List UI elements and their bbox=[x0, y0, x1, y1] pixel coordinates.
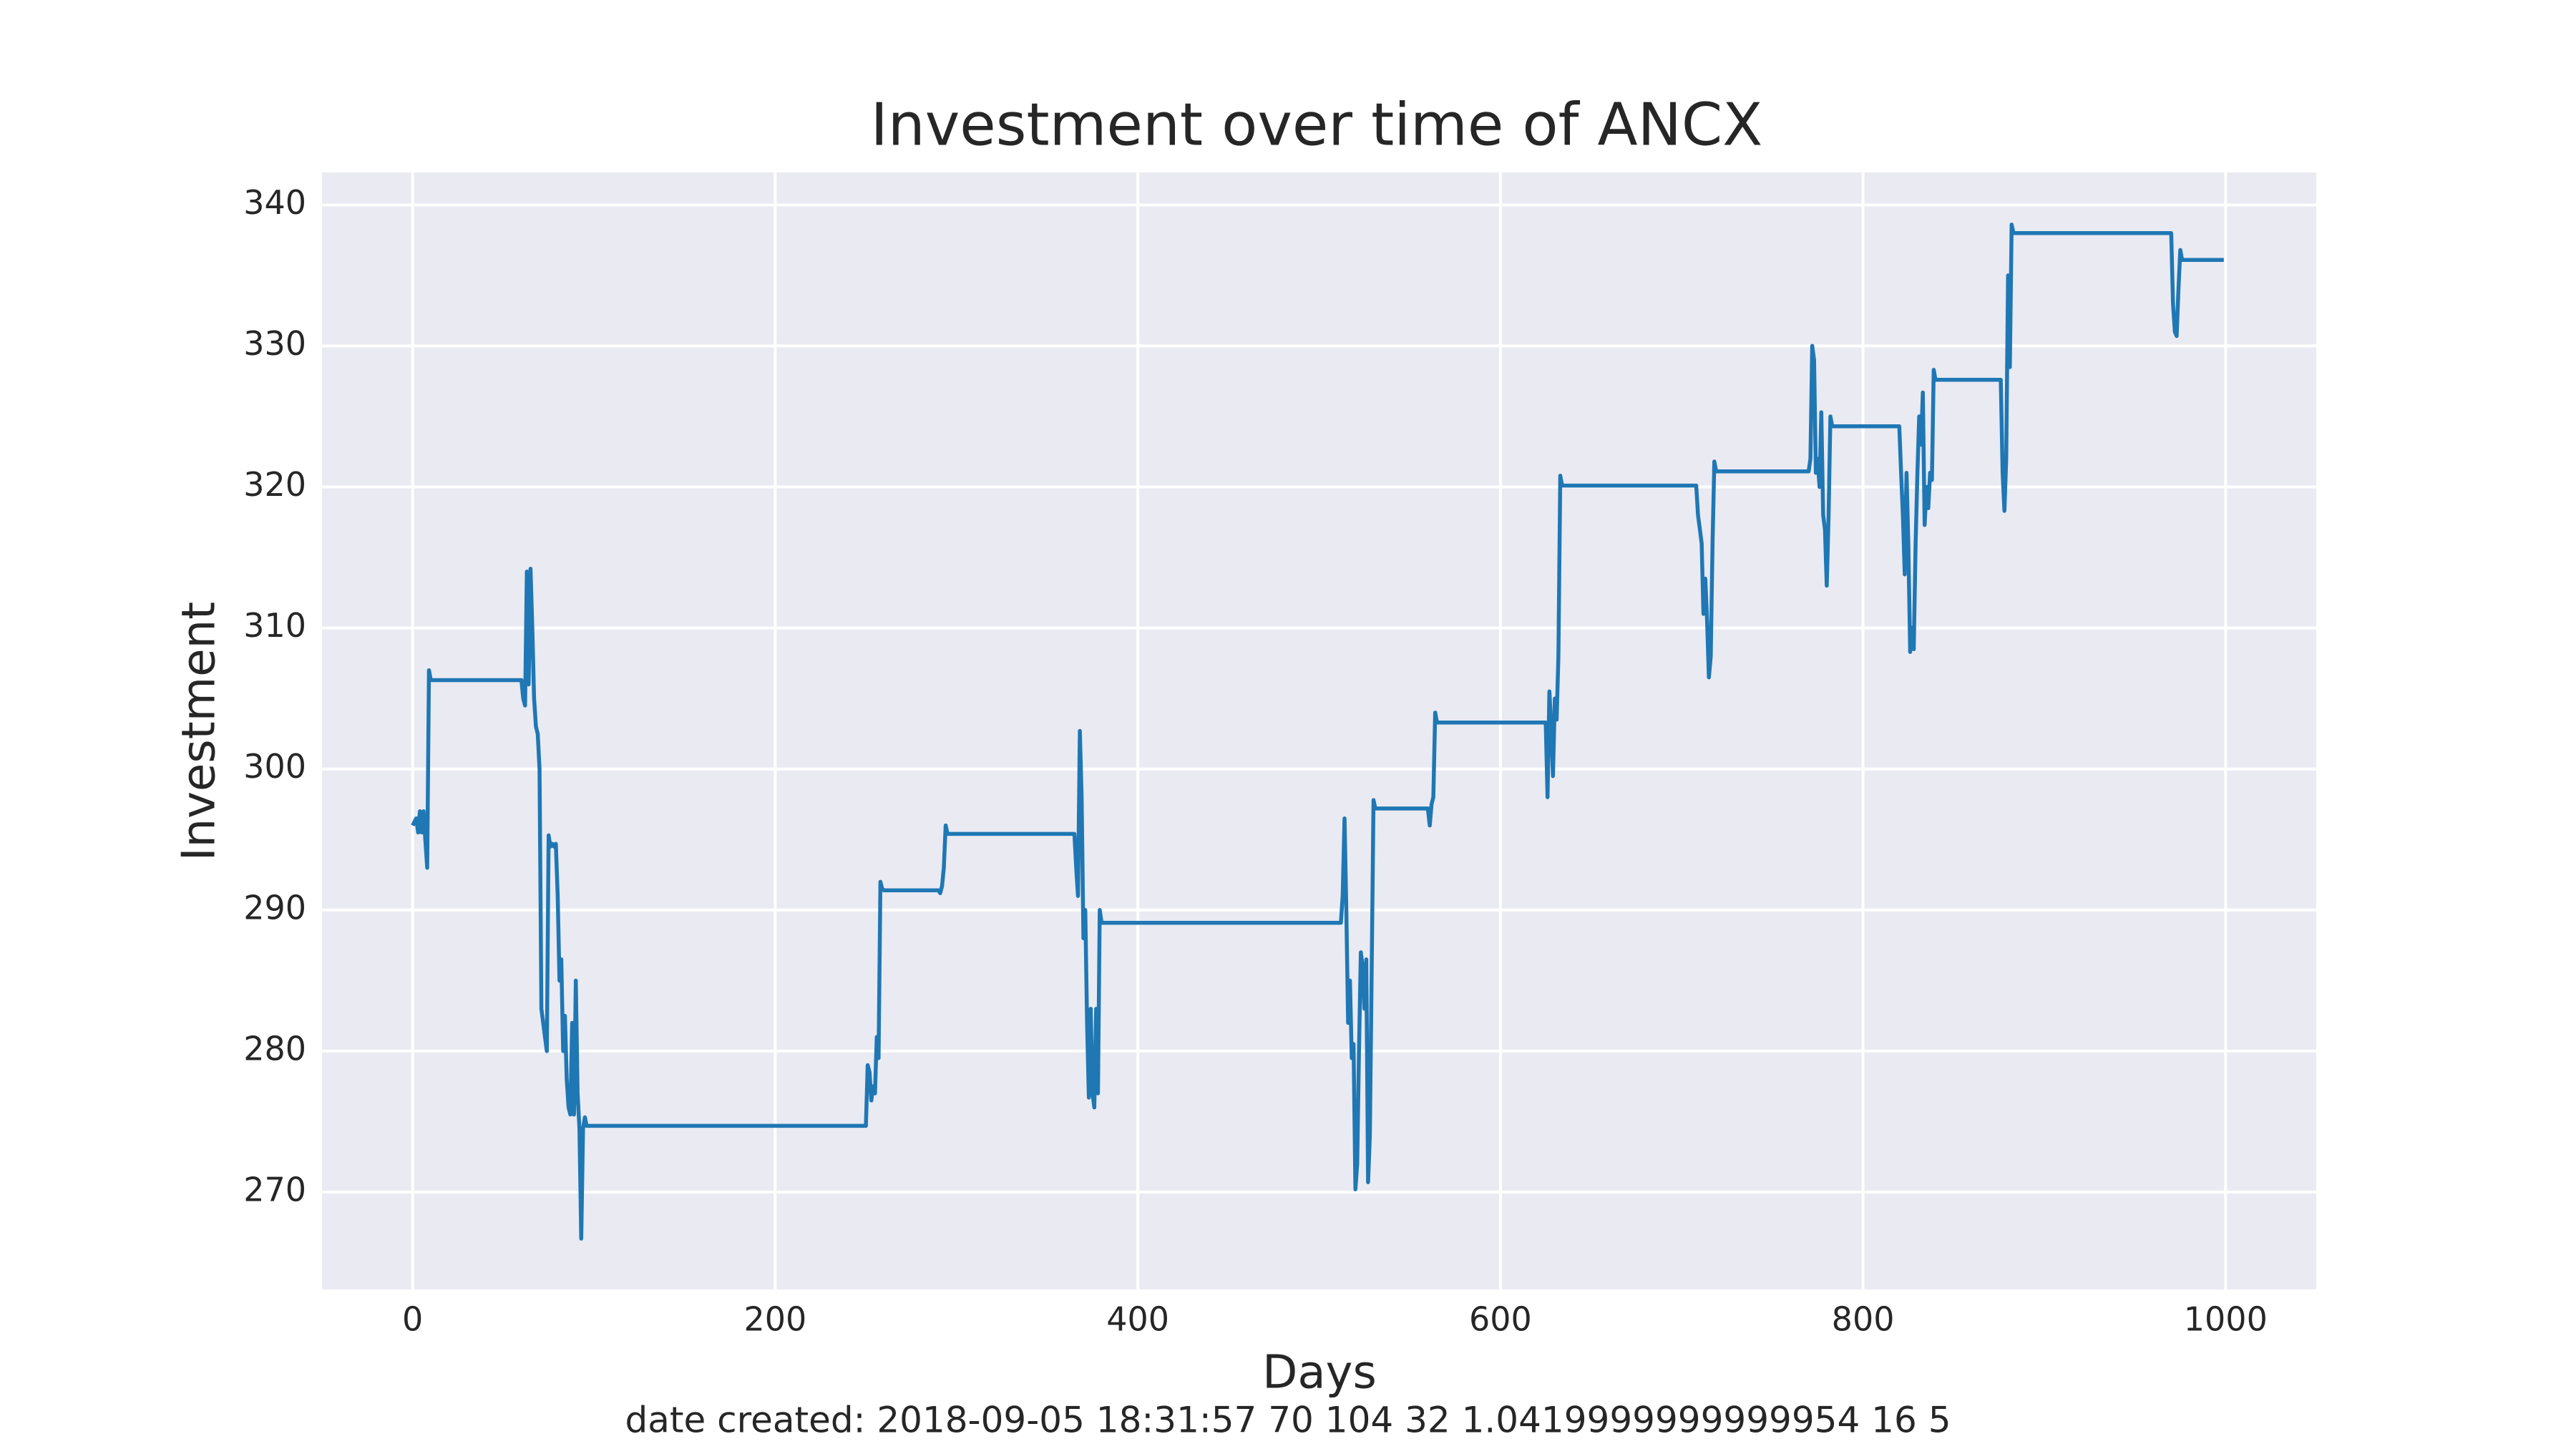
footer-note: date created: 2018-09-05 18:31:57 70 104… bbox=[625, 1400, 1951, 1441]
y-tick-label: 310 bbox=[243, 606, 306, 645]
x-axis-label: Days bbox=[1262, 1347, 1377, 1400]
y-tick-label: 320 bbox=[243, 465, 306, 504]
y-tick-label: 300 bbox=[243, 747, 306, 786]
grid bbox=[322, 172, 2316, 1289]
x-tick-label: 0 bbox=[402, 1300, 423, 1339]
y-tick-label: 270 bbox=[243, 1171, 306, 1209]
data-line bbox=[411, 223, 2224, 1241]
lines bbox=[411, 223, 2224, 1241]
x-tick-label: 400 bbox=[1106, 1300, 1169, 1339]
plot-area bbox=[322, 172, 2316, 1289]
chart-title: Investment over time of ANCX bbox=[871, 91, 1763, 159]
x-tick-label: 800 bbox=[1832, 1300, 1895, 1339]
y-tick-label: 330 bbox=[243, 324, 306, 363]
y-tick-label: 280 bbox=[243, 1029, 306, 1068]
x-tick-label: 200 bbox=[744, 1300, 807, 1339]
y-axis-label: Investment bbox=[173, 602, 226, 862]
x-tick-label: 1000 bbox=[2184, 1300, 2268, 1339]
x-tick-label: 600 bbox=[1469, 1300, 1532, 1339]
y-tick-label: 340 bbox=[243, 183, 306, 222]
y-tick-label: 290 bbox=[243, 888, 306, 927]
